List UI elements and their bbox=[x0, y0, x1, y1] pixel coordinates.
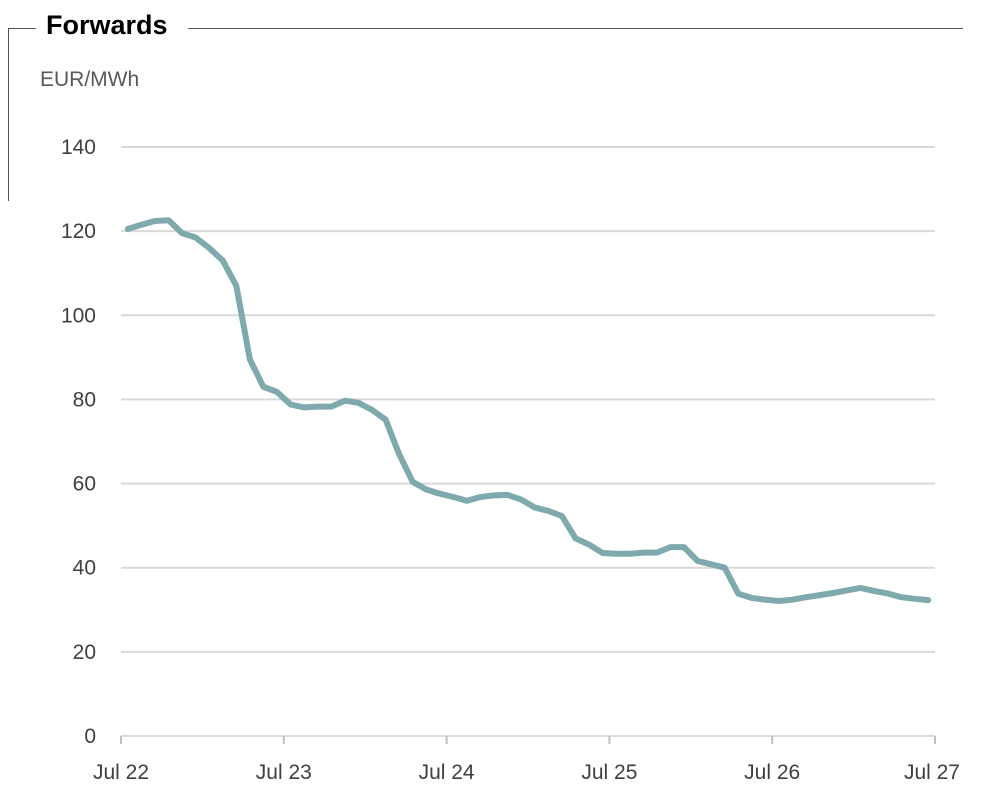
y-tick-label: 100 bbox=[61, 304, 96, 327]
x-tick-label: Jul 23 bbox=[256, 761, 312, 784]
y-tick-label: 20 bbox=[73, 641, 96, 664]
title-frame-line-left bbox=[8, 28, 9, 201]
title-frame-line-right bbox=[188, 28, 963, 29]
y-tick-label: 0 bbox=[84, 725, 96, 748]
x-tick-label: Jul 27 bbox=[904, 761, 960, 784]
x-tick-label: Jul 24 bbox=[419, 761, 475, 784]
y-tick-label: 60 bbox=[73, 473, 96, 496]
title-frame-line bbox=[8, 28, 36, 29]
y-tick-label: 80 bbox=[73, 388, 96, 411]
y-tick-label: 140 bbox=[61, 136, 96, 159]
x-tick-label: Jul 26 bbox=[744, 761, 800, 784]
series-line-0 bbox=[124, 217, 932, 604]
x-tick-label: Jul 25 bbox=[581, 761, 637, 784]
y-axis-unit-label: EUR/MWh bbox=[40, 68, 140, 91]
x-tick-label: Jul 22 bbox=[93, 761, 149, 784]
chart-title: Forwards bbox=[46, 10, 168, 40]
y-tick-label: 40 bbox=[73, 557, 96, 580]
y-tick-label: 120 bbox=[61, 220, 96, 243]
